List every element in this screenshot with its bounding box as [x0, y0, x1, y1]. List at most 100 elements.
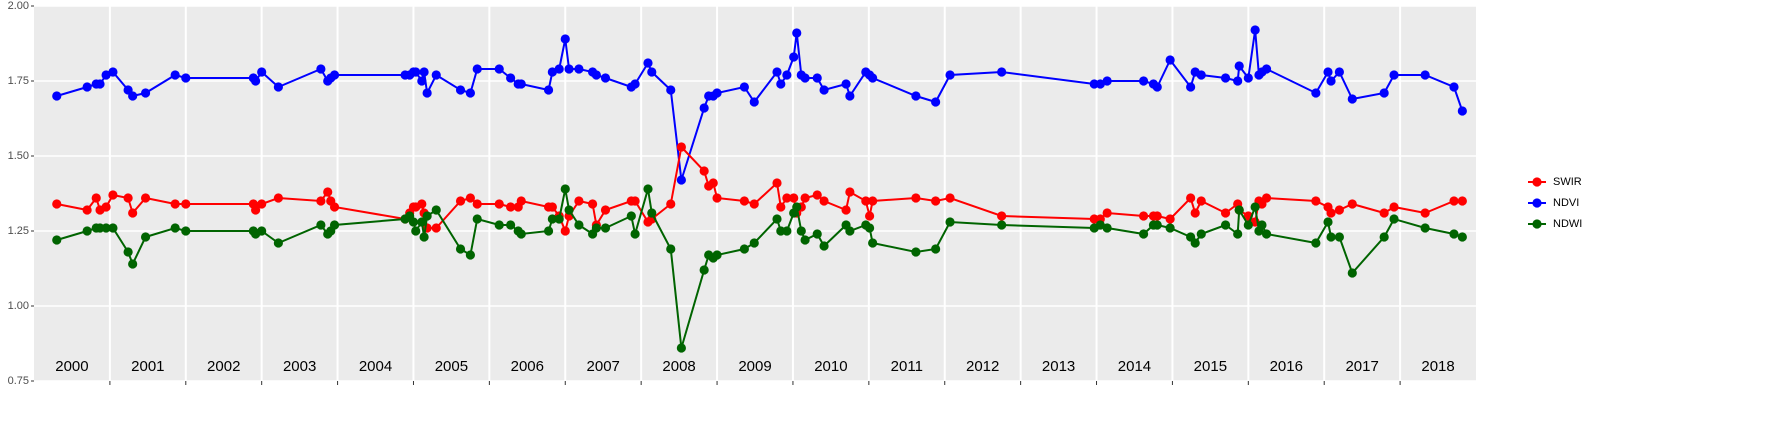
plot-panel: [34, 6, 1476, 381]
point: [666, 199, 676, 209]
point: [465, 193, 475, 203]
point: [329, 70, 340, 80]
point: [997, 220, 1007, 230]
point: [591, 70, 601, 80]
point: [506, 73, 516, 83]
point: [170, 199, 180, 209]
point: [643, 184, 653, 194]
point: [419, 67, 429, 77]
point: [1196, 196, 1206, 206]
point: [128, 91, 138, 101]
point: [472, 199, 482, 209]
y-tick-label: 1.75: [8, 75, 29, 87]
point: [812, 73, 822, 83]
point: [128, 259, 138, 269]
legend-key-point: [1532, 198, 1542, 208]
point: [1196, 229, 1206, 239]
point: [140, 193, 151, 203]
point: [1334, 232, 1344, 242]
point: [712, 250, 722, 260]
point: [273, 82, 283, 92]
point: [1420, 208, 1430, 218]
year-label: 2004: [359, 358, 392, 375]
point: [140, 232, 151, 242]
point: [417, 76, 427, 86]
point: [1326, 76, 1336, 86]
point: [739, 196, 749, 206]
point: [1323, 217, 1333, 227]
point: [411, 226, 421, 236]
point: [1152, 211, 1162, 221]
point: [1347, 199, 1357, 209]
point: [1243, 73, 1253, 83]
point: [1220, 220, 1231, 230]
point: [1457, 196, 1467, 206]
point: [600, 73, 611, 83]
point: [101, 223, 111, 233]
point: [101, 202, 111, 212]
point: [1186, 82, 1196, 92]
point: [845, 187, 855, 197]
point: [543, 85, 554, 95]
point: [772, 178, 782, 188]
year-label: 2013: [1042, 358, 1075, 375]
point: [516, 229, 526, 239]
point: [1234, 205, 1244, 215]
point: [181, 73, 191, 83]
point: [865, 223, 875, 233]
point: [108, 223, 118, 233]
point: [800, 235, 810, 245]
point: [666, 244, 676, 254]
point: [128, 208, 138, 218]
point: [574, 196, 584, 206]
legend-label: NDWI: [1553, 218, 1582, 230]
point: [1449, 229, 1459, 239]
point: [699, 265, 709, 275]
point: [1261, 193, 1272, 203]
point: [630, 79, 640, 89]
point: [431, 205, 441, 215]
point: [170, 70, 180, 80]
point: [1261, 64, 1272, 74]
point: [911, 193, 921, 203]
y-tick-label: 1.50: [8, 150, 29, 162]
point: [560, 34, 570, 44]
point: [543, 226, 554, 236]
point: [257, 226, 267, 236]
point: [647, 67, 657, 77]
point: [574, 64, 584, 74]
point: [574, 220, 584, 230]
point: [997, 67, 1007, 77]
point: [819, 85, 829, 95]
point: [560, 226, 570, 236]
point: [708, 178, 718, 188]
point: [140, 88, 151, 98]
point: [712, 193, 722, 203]
point: [329, 220, 340, 230]
point: [472, 214, 482, 224]
year-label: 2010: [814, 358, 847, 375]
point: [455, 85, 466, 95]
point: [82, 226, 92, 236]
point: [945, 217, 955, 227]
point: [945, 70, 955, 80]
point: [1102, 76, 1112, 86]
point: [273, 238, 283, 248]
point: [1379, 232, 1389, 242]
point: [845, 91, 855, 101]
point: [600, 205, 611, 215]
point: [1334, 67, 1344, 77]
point: [1449, 196, 1459, 206]
point: [547, 214, 557, 224]
point: [845, 226, 855, 236]
year-label: 2002: [207, 358, 240, 375]
point: [1379, 88, 1389, 98]
point: [257, 199, 267, 209]
year-label: 2016: [1270, 358, 1303, 375]
y-tick-label: 1.25: [8, 225, 29, 237]
point: [1138, 229, 1149, 239]
point: [564, 205, 574, 215]
point: [431, 223, 441, 233]
point: [1250, 202, 1260, 212]
